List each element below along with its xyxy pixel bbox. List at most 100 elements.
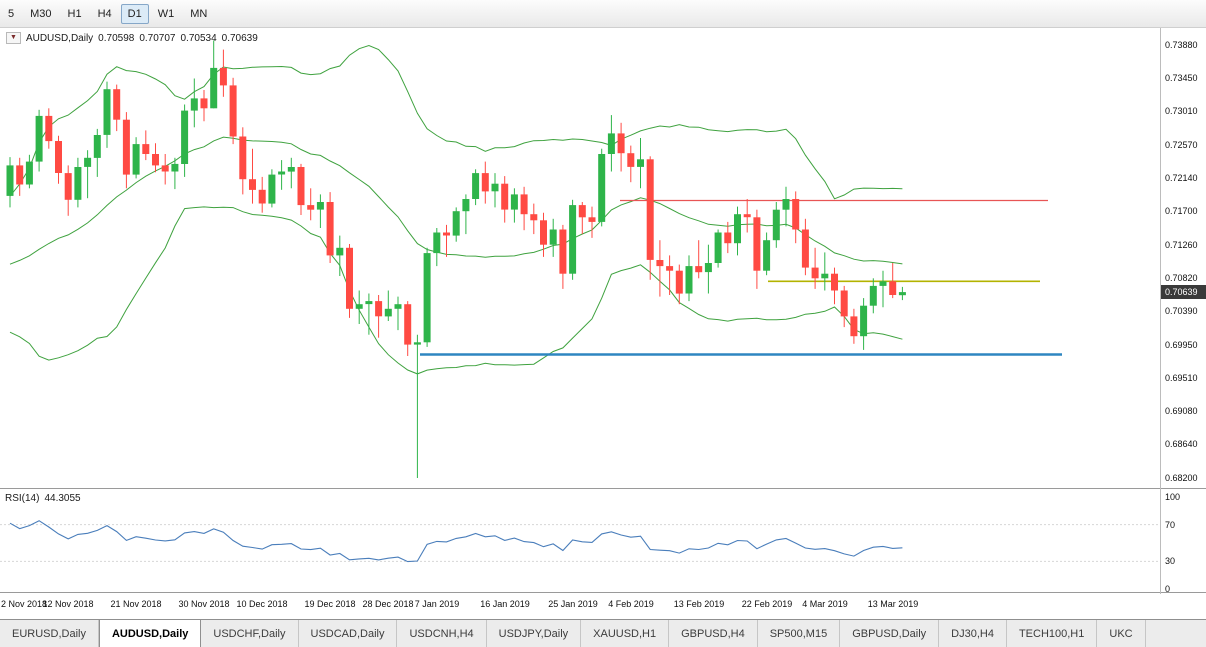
date-axis-label: 30 Nov 2018 [178, 599, 230, 609]
chart-tab-ukc[interactable]: UKC [1097, 620, 1146, 647]
candle-body [142, 144, 150, 154]
candle-body [763, 240, 771, 271]
candle-body [617, 133, 625, 154]
candle-body [472, 173, 480, 199]
chart-tab-tech100-h1[interactable]: TECH100,H1 [1007, 620, 1098, 647]
chart-tab-sp500-m15[interactable]: SP500,M15 [758, 620, 841, 647]
candle-body [181, 110, 189, 164]
candle-body [695, 266, 703, 273]
chart-tab-usdjpy-daily[interactable]: USDJPY,Daily [487, 620, 582, 647]
candle-body [734, 214, 741, 244]
chart-tab-gbpusd-daily[interactable]: GBPUSD,Daily [840, 620, 940, 647]
candle-body [685, 266, 693, 294]
chart-low-value: 0.70534 [180, 32, 217, 44]
date-axis-label: 22 Feb 2019 [741, 599, 793, 609]
candle-body [879, 281, 887, 286]
candlestick-series [6, 40, 906, 478]
chart-tab-usdcnh-h4[interactable]: USDCNH,H4 [397, 620, 487, 647]
candle-body [724, 232, 732, 244]
candle-body [462, 199, 470, 212]
candle-body [714, 232, 722, 263]
chart-tab-eurusd-daily[interactable]: EURUSD,Daily [0, 620, 99, 647]
candle-body [510, 194, 518, 210]
chart-tab-usdcad-daily[interactable]: USDCAD,Daily [299, 620, 398, 647]
rsi-dateaxis-divider [0, 592, 1206, 593]
candle-body [452, 211, 460, 236]
price-axis-label: 0.68640 [1165, 439, 1198, 449]
candle-body [132, 144, 140, 175]
timeframe-button-m30[interactable]: M30 [30, 7, 52, 20]
candle-body [103, 89, 111, 135]
timeframe-button-h1[interactable]: H1 [67, 7, 82, 20]
chart-tab-usdchf-daily[interactable]: USDCHF,Daily [201, 620, 299, 647]
candle-body [821, 273, 829, 279]
candle-body [792, 199, 800, 230]
candle-body [16, 165, 24, 185]
candle-body [540, 220, 547, 245]
date-axis[interactable]: 2 Nov 2018 12 Nov 2018 21 Nov 2018 30 Nov 2… [0, 594, 1160, 618]
price-axis-label: 0.71260 [1165, 240, 1198, 250]
candle-body [578, 205, 586, 218]
candle-body [850, 316, 858, 337]
price-axis-label: 0.73010 [1165, 106, 1198, 116]
candle-body [219, 67, 227, 86]
current-price-badge: 0.70639 [1161, 285, 1206, 299]
timeframe-button-d1[interactable]: D1 [120, 3, 149, 24]
candle-body [55, 141, 62, 173]
price-axis-label: 0.72570 [1165, 140, 1198, 150]
price-scale[interactable]: 0.73880 0.73450 0.73010 0.72570 0.72140 0.717… [1161, 27, 1206, 594]
candle-body [666, 266, 674, 271]
candle-body [152, 154, 159, 166]
date-axis-label: 4 Feb 2019 [608, 599, 654, 609]
scale-separator [1160, 27, 1161, 594]
price-axis-label: 0.72140 [1165, 173, 1198, 183]
rsi-axis-label: 100 [1165, 492, 1181, 502]
candle-body [869, 285, 877, 306]
candle-body [336, 247, 344, 256]
price-chart[interactable] [0, 27, 1160, 488]
date-axis-label: 2 Nov 2018 [1, 599, 48, 609]
rsi-axis-label: 70 [1165, 520, 1176, 530]
timeframe-toolbar: 5 M30 H1 H4 D1 W1 MN [0, 0, 1206, 28]
candle-body [93, 135, 101, 158]
candle-body [45, 115, 53, 142]
bollinger-lower-band [9, 206, 903, 375]
price-axis-label: 0.69080 [1165, 406, 1198, 416]
price-axis-label: 0.69510 [1165, 373, 1198, 383]
chart-tab-dj30-h4[interactable]: DJ30,H4 [939, 620, 1007, 647]
candle-body [278, 171, 286, 175]
chart-dropdown-icon[interactable]: ▼ [6, 32, 21, 44]
rsi-line [9, 520, 903, 563]
chart-close-value: 0.70639 [221, 32, 258, 44]
chart-tab-xauusd-h1[interactable]: XAUUSD,H1 [581, 620, 670, 647]
rsi-axis-label: 30 [1165, 556, 1176, 566]
candle-body [122, 119, 130, 175]
candle-body [346, 247, 353, 309]
chart-tab-audusd-daily[interactable]: AUDUSD,Daily [98, 620, 202, 647]
timeframe-button-mn[interactable]: MN [190, 7, 208, 20]
price-axis-label: 0.69950 [1165, 340, 1198, 350]
timeframe-button-h4[interactable]: H4 [97, 7, 112, 20]
chart-tab-gbpusd-h4[interactable]: GBPUSD,H4 [669, 620, 758, 647]
date-axis-label: 10 Dec 2018 [236, 599, 288, 609]
candle-body [384, 308, 392, 317]
candle-body [831, 273, 838, 291]
candle-body [258, 189, 266, 204]
chart-title: ▼ AUDUSD,Daily 0.70598 0.70707 0.70534 0… [6, 32, 258, 44]
candle-body [520, 194, 528, 215]
rsi-chart[interactable] [0, 490, 1160, 592]
price-axis-label: 0.73880 [1165, 40, 1198, 50]
candle-body [413, 342, 421, 345]
candle-body [200, 98, 208, 109]
rsi-name: RSI(14) [5, 493, 40, 504]
candle-body [889, 281, 897, 295]
chart-high-value: 0.70707 [139, 32, 176, 44]
candle-body [74, 167, 82, 200]
rsi-value: 44.3055 [44, 493, 81, 504]
timeframe-button-5[interactable]: 5 [8, 7, 15, 20]
timeframe-button-w1[interactable]: W1 [157, 7, 175, 20]
price-rsi-pane-divider[interactable] [0, 488, 1206, 489]
candle-body [268, 174, 276, 204]
date-axis-label: 7 Jan 2019 [414, 599, 460, 609]
candle-body [355, 304, 363, 309]
